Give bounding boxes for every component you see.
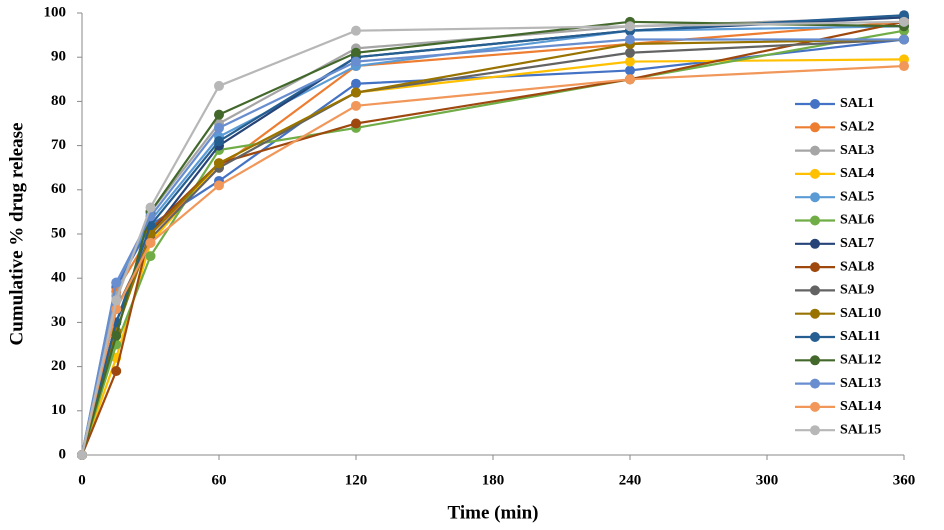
legend-marker bbox=[810, 262, 820, 273]
y-tick-label: 60 bbox=[51, 181, 66, 197]
series-line bbox=[80, 16, 905, 456]
legend-marker bbox=[810, 238, 820, 249]
point bbox=[145, 202, 156, 213]
legend-marker bbox=[810, 308, 820, 319]
point bbox=[111, 366, 122, 377]
y-tick-label: 20 bbox=[51, 358, 66, 374]
point bbox=[111, 295, 122, 306]
legend-label: SAL4 bbox=[840, 166, 874, 181]
point bbox=[351, 47, 361, 58]
y-tick-label: 40 bbox=[51, 270, 66, 286]
legend-label: SAL8 bbox=[840, 259, 874, 274]
legend-marker bbox=[810, 285, 820, 296]
legend-label: SAL9 bbox=[840, 283, 874, 298]
point bbox=[899, 34, 909, 45]
legend-label: SAL10 bbox=[840, 306, 881, 321]
point bbox=[899, 61, 909, 72]
x-tick-label: 240 bbox=[619, 472, 642, 488]
x-tick-label: 300 bbox=[756, 472, 779, 488]
point bbox=[111, 277, 122, 288]
series-line bbox=[80, 20, 905, 456]
legend-label: SAL3 bbox=[840, 143, 874, 158]
point bbox=[214, 122, 224, 133]
series-line bbox=[80, 58, 905, 456]
point bbox=[351, 118, 361, 129]
point bbox=[625, 74, 635, 85]
legend-label: SAL6 bbox=[840, 213, 874, 228]
legend-marker bbox=[810, 122, 820, 133]
legend-label: SAL13 bbox=[840, 376, 881, 391]
point bbox=[214, 136, 224, 147]
point bbox=[214, 80, 224, 91]
x-tick-label: 60 bbox=[212, 472, 227, 488]
legend-marker bbox=[810, 192, 820, 203]
point bbox=[625, 34, 635, 45]
point bbox=[77, 450, 87, 460]
legend-label: SAL14 bbox=[840, 399, 881, 414]
point bbox=[625, 47, 635, 58]
legend-label: SAL12 bbox=[840, 353, 881, 368]
series-line bbox=[80, 14, 905, 456]
point bbox=[625, 56, 635, 67]
point bbox=[145, 251, 156, 262]
y-tick-label: 0 bbox=[59, 446, 67, 462]
x-tick-label: 360 bbox=[893, 472, 916, 488]
legend-marker bbox=[810, 378, 820, 389]
series-line bbox=[80, 20, 905, 456]
y-tick-label: 50 bbox=[51, 225, 66, 241]
x-tick-label: 120 bbox=[345, 472, 368, 488]
series-line bbox=[80, 16, 905, 456]
point bbox=[899, 16, 909, 27]
series-line bbox=[80, 25, 905, 456]
y-tick-label: 80 bbox=[51, 93, 66, 109]
legend-marker bbox=[810, 332, 820, 342]
y-tick-label: 90 bbox=[51, 49, 66, 65]
series-line bbox=[80, 29, 905, 456]
legend-marker bbox=[810, 355, 820, 366]
legend-marker bbox=[810, 145, 820, 156]
legend-label: SAL7 bbox=[840, 236, 874, 251]
x-tick-label: 180 bbox=[482, 472, 505, 488]
point bbox=[214, 180, 224, 191]
legend-label: SAL11 bbox=[840, 329, 880, 344]
point bbox=[351, 25, 361, 36]
legend-label: SAL2 bbox=[840, 120, 874, 135]
legend-marker bbox=[810, 99, 820, 109]
point bbox=[145, 237, 156, 248]
legend-marker bbox=[810, 425, 820, 436]
y-tick-label: 10 bbox=[51, 402, 66, 418]
series-line bbox=[80, 20, 905, 456]
legend-label: SAL15 bbox=[840, 422, 881, 437]
point bbox=[214, 158, 224, 169]
y-tick-label: 100 bbox=[44, 4, 67, 20]
y-tick-label: 70 bbox=[51, 137, 66, 153]
point bbox=[351, 56, 361, 67]
point bbox=[214, 109, 224, 120]
y-tick-label: 30 bbox=[51, 314, 66, 330]
point bbox=[625, 65, 635, 76]
x-tick-label: 0 bbox=[78, 472, 86, 488]
series-line bbox=[80, 64, 905, 456]
point bbox=[351, 87, 361, 98]
point bbox=[111, 330, 122, 341]
legend-label: SAL1 bbox=[840, 96, 874, 111]
point bbox=[625, 21, 635, 32]
point bbox=[351, 100, 361, 111]
x-axis-title: Time (min) bbox=[448, 502, 539, 523]
legend-marker bbox=[810, 401, 820, 412]
legend-marker bbox=[810, 215, 820, 226]
legend-marker bbox=[810, 168, 820, 179]
point bbox=[351, 78, 361, 89]
series-line bbox=[80, 20, 905, 456]
y-axis-title: Cumulative % drug release bbox=[6, 123, 27, 346]
legend-label: SAL5 bbox=[840, 189, 874, 204]
